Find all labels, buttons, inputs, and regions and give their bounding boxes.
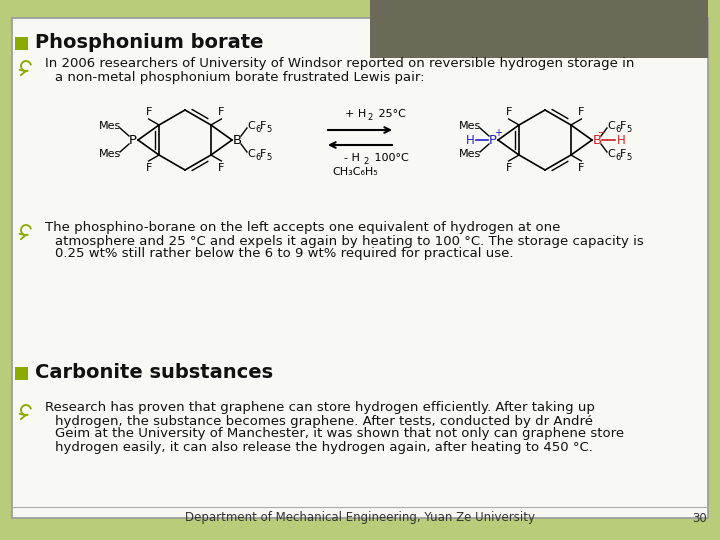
Text: H: H xyxy=(467,133,475,146)
Text: F: F xyxy=(505,163,512,173)
Text: 0.25 wt% still rather below the 6 to 9 wt% required for practical use.: 0.25 wt% still rather below the 6 to 9 w… xyxy=(55,247,513,260)
Text: Mes: Mes xyxy=(459,121,481,131)
Text: 30: 30 xyxy=(693,511,707,524)
Text: atmosphere and 25 °C and expels it again by heating to 100 °C. The storage capac: atmosphere and 25 °C and expels it again… xyxy=(55,234,644,247)
Text: P: P xyxy=(129,133,137,146)
Bar xyxy=(370,0,708,58)
Text: +: + xyxy=(494,128,502,138)
Text: hydrogen easily, it can also release the hydrogen again, after heating to 450 °C: hydrogen easily, it can also release the… xyxy=(55,441,593,454)
Text: Research has proven that graphene can store hydrogen efficiently. After taking u: Research has proven that graphene can st… xyxy=(45,402,595,415)
Text: C: C xyxy=(607,149,615,159)
Text: hydrogen, the substance becomes graphene. After tests, conducted by dr André: hydrogen, the substance becomes graphene… xyxy=(55,415,593,428)
Text: Department of Mechanical Engineering, Yuan Ze University: Department of Mechanical Engineering, Yu… xyxy=(185,511,535,524)
FancyBboxPatch shape xyxy=(12,18,708,518)
Text: −: − xyxy=(598,128,606,138)
Text: C: C xyxy=(247,121,255,131)
Text: F: F xyxy=(218,163,225,173)
Text: F: F xyxy=(218,107,225,117)
Text: F: F xyxy=(620,121,626,131)
Text: 6: 6 xyxy=(255,125,261,133)
Text: - H: - H xyxy=(344,153,360,163)
Text: F: F xyxy=(260,149,266,159)
Text: H: H xyxy=(617,133,626,146)
Text: 5: 5 xyxy=(266,125,271,133)
Text: Carbonite substances: Carbonite substances xyxy=(35,363,273,382)
Text: F: F xyxy=(260,121,266,131)
Text: 5: 5 xyxy=(266,152,271,161)
Text: Mes: Mes xyxy=(99,149,121,159)
Text: F: F xyxy=(620,149,626,159)
Text: C: C xyxy=(607,121,615,131)
Text: Phosphonium borate: Phosphonium borate xyxy=(35,33,264,52)
Text: F: F xyxy=(145,163,152,173)
Text: 25°C: 25°C xyxy=(375,109,406,119)
Text: P: P xyxy=(489,133,497,146)
Text: Mes: Mes xyxy=(459,149,481,159)
Text: B: B xyxy=(593,133,602,146)
Text: F: F xyxy=(578,107,585,117)
Text: 5: 5 xyxy=(626,125,631,133)
Text: Mes: Mes xyxy=(99,121,121,131)
Text: 6: 6 xyxy=(615,125,621,133)
Bar xyxy=(15,37,28,50)
Text: F: F xyxy=(505,107,512,117)
Text: 100°C: 100°C xyxy=(371,153,409,163)
Text: The phosphino-borane on the left accepts one equivalent of hydrogen at one: The phosphino-borane on the left accepts… xyxy=(45,221,560,234)
Text: 6: 6 xyxy=(255,152,261,161)
Text: a non-metal phosphonium borate frustrated Lewis pair:: a non-metal phosphonium borate frustrate… xyxy=(55,71,425,84)
Text: In 2006 researchers of University of Windsor reported on reversible hydrogen sto: In 2006 researchers of University of Win… xyxy=(45,57,634,71)
Text: 2: 2 xyxy=(367,112,373,122)
Text: 2: 2 xyxy=(364,157,369,165)
Text: CH₃C₆H₅: CH₃C₆H₅ xyxy=(332,167,378,177)
Text: F: F xyxy=(145,107,152,117)
Text: C: C xyxy=(247,149,255,159)
Text: F: F xyxy=(578,163,585,173)
Text: B: B xyxy=(233,133,242,146)
Text: + H: + H xyxy=(346,109,366,119)
Text: 5: 5 xyxy=(626,152,631,161)
Bar xyxy=(15,367,28,380)
Text: 6: 6 xyxy=(615,152,621,161)
Text: Geim at the University of Manchester, it was shown that not only can graphene st: Geim at the University of Manchester, it… xyxy=(55,428,624,441)
